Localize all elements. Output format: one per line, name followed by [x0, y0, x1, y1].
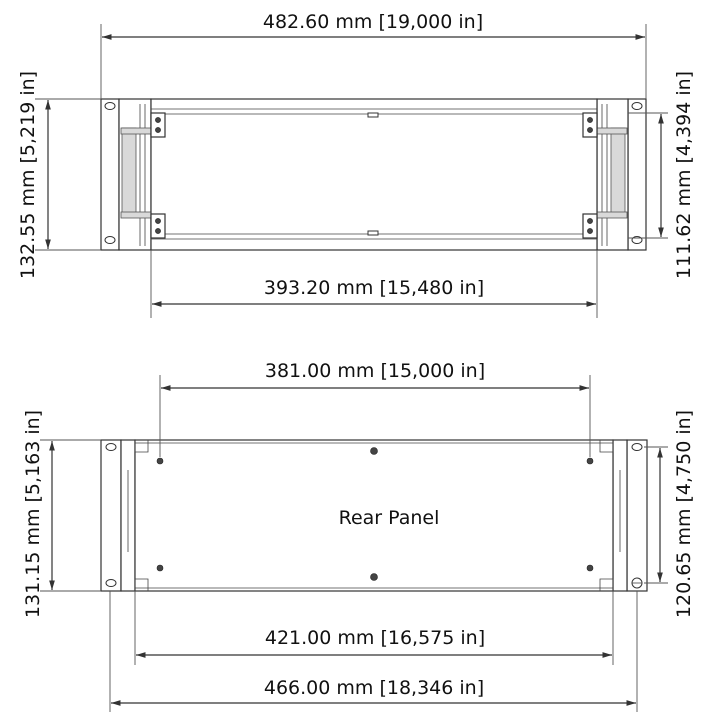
rear-screw — [586, 564, 594, 572]
front-right-rail-shade — [610, 127, 626, 215]
rear-view: Rear Panel — [100, 439, 648, 592]
rear-screw — [156, 564, 164, 572]
front-view — [100, 98, 647, 251]
front-height-label: 132.55 mm [5,219 in] — [17, 71, 39, 279]
rear-left-ear — [100, 439, 122, 592]
rear-panel-body — [134, 439, 614, 592]
front-left-ear — [100, 98, 120, 251]
rear-height-label: 131.15 mm [5,163 in] — [22, 410, 44, 618]
rear-width-label: 466.00 mm [18,346 in] — [264, 677, 484, 699]
front-left-rail-shade — [121, 127, 137, 215]
front-left-bottom-slot — [104, 236, 116, 244]
rear-inner-height-label: 120.65 mm [4,750 in] — [673, 410, 695, 618]
rear-body-width-label: 421.00 mm [16,575 in] — [265, 627, 485, 649]
rear-left-top-slot — [105, 443, 117, 451]
rear-screw — [156, 457, 164, 465]
rear-right-top-slot — [631, 443, 643, 451]
rear-center-screw — [370, 573, 378, 581]
front-left-top-slot — [104, 102, 116, 110]
rear-screw — [586, 457, 594, 465]
front-dimensions: 482.60 mm [19,000 in] 132.55 mm [5,219 i… — [17, 11, 695, 318]
front-frame — [150, 98, 598, 251]
rear-dimensions: 381.00 mm [15,000 in] 131.15 mm [5,163 i… — [22, 360, 695, 712]
rear-center-screw — [370, 447, 378, 455]
rear-panel-label: Rear Panel — [339, 507, 440, 529]
front-inner-width-label: 393.20 mm [15,480 in] — [264, 277, 484, 299]
rear-right-ear — [626, 439, 648, 592]
rear-hole-spacing-label: 381.00 mm [15,000 in] — [265, 360, 485, 382]
front-inner-height-label: 111.62 mm [4,394 in] — [673, 71, 695, 279]
rear-left-bottom-slot — [105, 579, 117, 587]
front-right-ear — [627, 98, 647, 251]
front-right-top-slot — [631, 102, 643, 110]
front-width-label: 482.60 mm [19,000 in] — [263, 11, 483, 33]
